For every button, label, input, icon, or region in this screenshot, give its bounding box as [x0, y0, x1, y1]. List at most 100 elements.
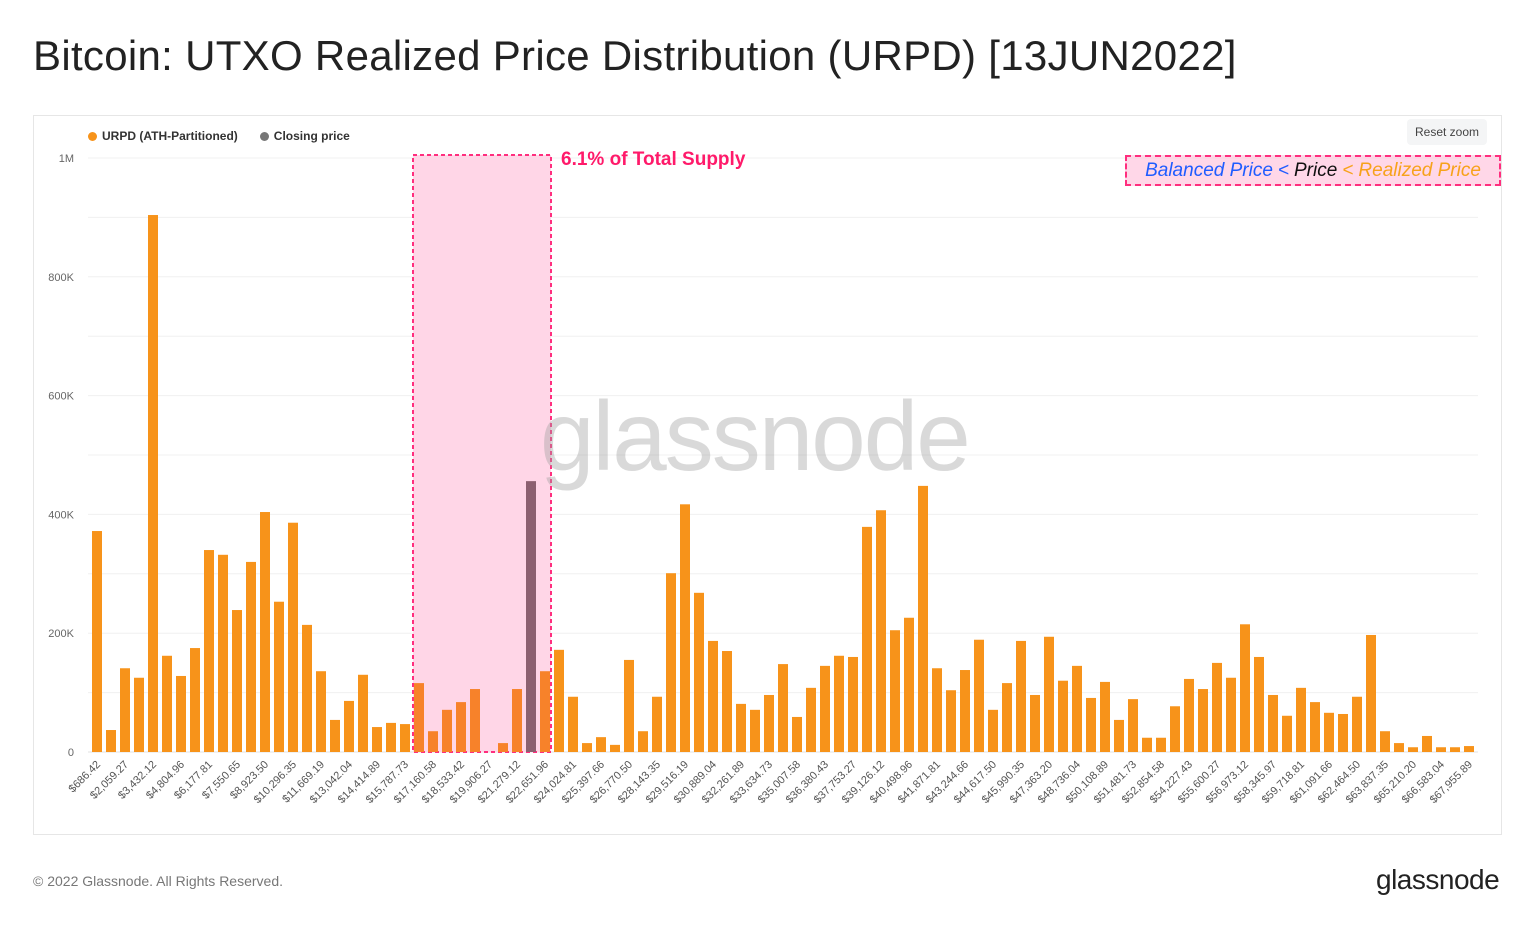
urpd-bar: [918, 485, 928, 752]
urpd-bar: [246, 561, 256, 752]
urpd-bar: [1282, 715, 1292, 752]
urpd-bar: [750, 709, 760, 752]
y-tick-label: 400K: [48, 509, 74, 521]
urpd-bar: [1422, 735, 1432, 752]
glassnode-logo[interactable]: glassnode: [1376, 864, 1500, 895]
urpd-bar: [344, 700, 354, 752]
urpd-bar: [610, 744, 620, 752]
urpd-bar: [386, 722, 396, 752]
less-than-sign: <: [1342, 159, 1354, 181]
urpd-bar: [1310, 702, 1320, 752]
urpd-bar: [1352, 696, 1362, 752]
urpd-bar: [1044, 636, 1054, 752]
realized-price-label: Realized Price: [1358, 159, 1481, 181]
urpd-bar: [764, 694, 774, 752]
urpd-bar: [134, 677, 144, 752]
urpd-bar: [232, 610, 242, 752]
urpd-bar: [582, 743, 592, 752]
urpd-bar: [358, 674, 368, 752]
orange-dot-icon: [88, 131, 97, 141]
urpd-bar: [260, 512, 270, 752]
urpd-bar: [204, 550, 214, 752]
y-axis-ticks: 0 200K 400K 600K 800K 1M: [48, 153, 74, 759]
urpd-bar: [1226, 677, 1236, 752]
urpd-bar: [974, 639, 984, 752]
urpd-bar: [1380, 731, 1390, 752]
urpd-bar: [1002, 683, 1012, 752]
copyright: © 2022 Glassnode. All Rights Reserved.: [33, 873, 284, 889]
legend-item-urpd[interactable]: URPD (ATH-Partitioned): [88, 129, 238, 143]
legend-label: URPD (ATH-Partitioned): [102, 129, 238, 143]
urpd-bar: [400, 724, 410, 752]
urpd-bar: [1296, 687, 1306, 752]
urpd-bar: [1240, 624, 1250, 752]
urpd-bar: [1030, 694, 1040, 752]
closing-price-bar: [526, 481, 536, 752]
urpd-bar: [540, 671, 550, 752]
urpd-bar: [218, 554, 228, 752]
urpd-bar: [106, 730, 116, 752]
urpd-bar: [1254, 656, 1264, 752]
urpd-bar: [1156, 737, 1166, 752]
urpd-bar: [176, 675, 186, 752]
urpd-bar: [652, 696, 662, 752]
urpd-bar: [680, 504, 690, 752]
urpd-bar: [372, 727, 382, 752]
urpd-bar: [1198, 689, 1208, 752]
legend-item-closing-price[interactable]: Closing price: [259, 129, 350, 143]
urpd-bar: [1016, 640, 1026, 752]
urpd-bar: [288, 522, 298, 752]
urpd-bar: [316, 671, 326, 752]
urpd-bar: [1072, 665, 1082, 752]
urpd-bar: [1394, 743, 1404, 752]
urpd-bar: [722, 651, 732, 752]
urpd-bar: [806, 687, 816, 752]
y-tick-label: 1M: [59, 153, 74, 165]
urpd-bar: [568, 696, 578, 752]
urpd-bar: [330, 719, 340, 752]
urpd-bar: [442, 709, 452, 752]
urpd-bar: [414, 683, 424, 752]
urpd-bar: [456, 702, 466, 752]
less-than-sign: <: [1277, 159, 1289, 181]
urpd-bar: [470, 689, 480, 752]
urpd-bar: [946, 690, 956, 752]
urpd-bar: [1212, 662, 1222, 752]
urpd-bar: [862, 526, 872, 752]
urpd-bar: [162, 655, 172, 752]
urpd-bar: [1436, 747, 1446, 752]
urpd-bar: [1184, 678, 1194, 752]
legend: URPD (ATH-Partitioned) Closing price: [88, 129, 350, 143]
urpd-bar: [1338, 713, 1348, 752]
urpd-bar: [1114, 719, 1124, 752]
urpd-bar: [876, 510, 886, 752]
chart-panel: [33, 115, 1502, 835]
urpd-bar: [1142, 737, 1152, 752]
urpd-bar: [904, 617, 914, 752]
urpd-bar: [708, 640, 718, 752]
price-label: Price: [1294, 159, 1338, 181]
y-tick-label: 0: [68, 747, 74, 759]
urpd-bar: [554, 649, 564, 752]
urpd-bar: [1058, 680, 1068, 752]
urpd-bar: [498, 743, 508, 752]
y-tick-label: 800K: [48, 272, 74, 284]
urpd-bar: [1086, 697, 1096, 752]
urpd-bar: [890, 630, 900, 752]
urpd-bar: [302, 624, 312, 752]
urpd-bar: [92, 531, 102, 752]
balanced-price-label: Balanced Price: [1145, 159, 1273, 181]
urpd-bar: [512, 689, 522, 752]
urpd-bar: [1324, 712, 1334, 752]
urpd-bar: [190, 648, 200, 752]
urpd-bar: [596, 737, 606, 752]
urpd-bar: [792, 716, 802, 752]
reset-zoom-button[interactable]: Reset zoom: [1407, 119, 1488, 145]
urpd-bar: [694, 592, 704, 752]
bars: [92, 215, 1474, 753]
urpd-bar: [932, 668, 942, 752]
grey-dot-icon: [259, 131, 269, 141]
urpd-bar: [624, 659, 634, 752]
urpd-bar: [820, 665, 830, 752]
